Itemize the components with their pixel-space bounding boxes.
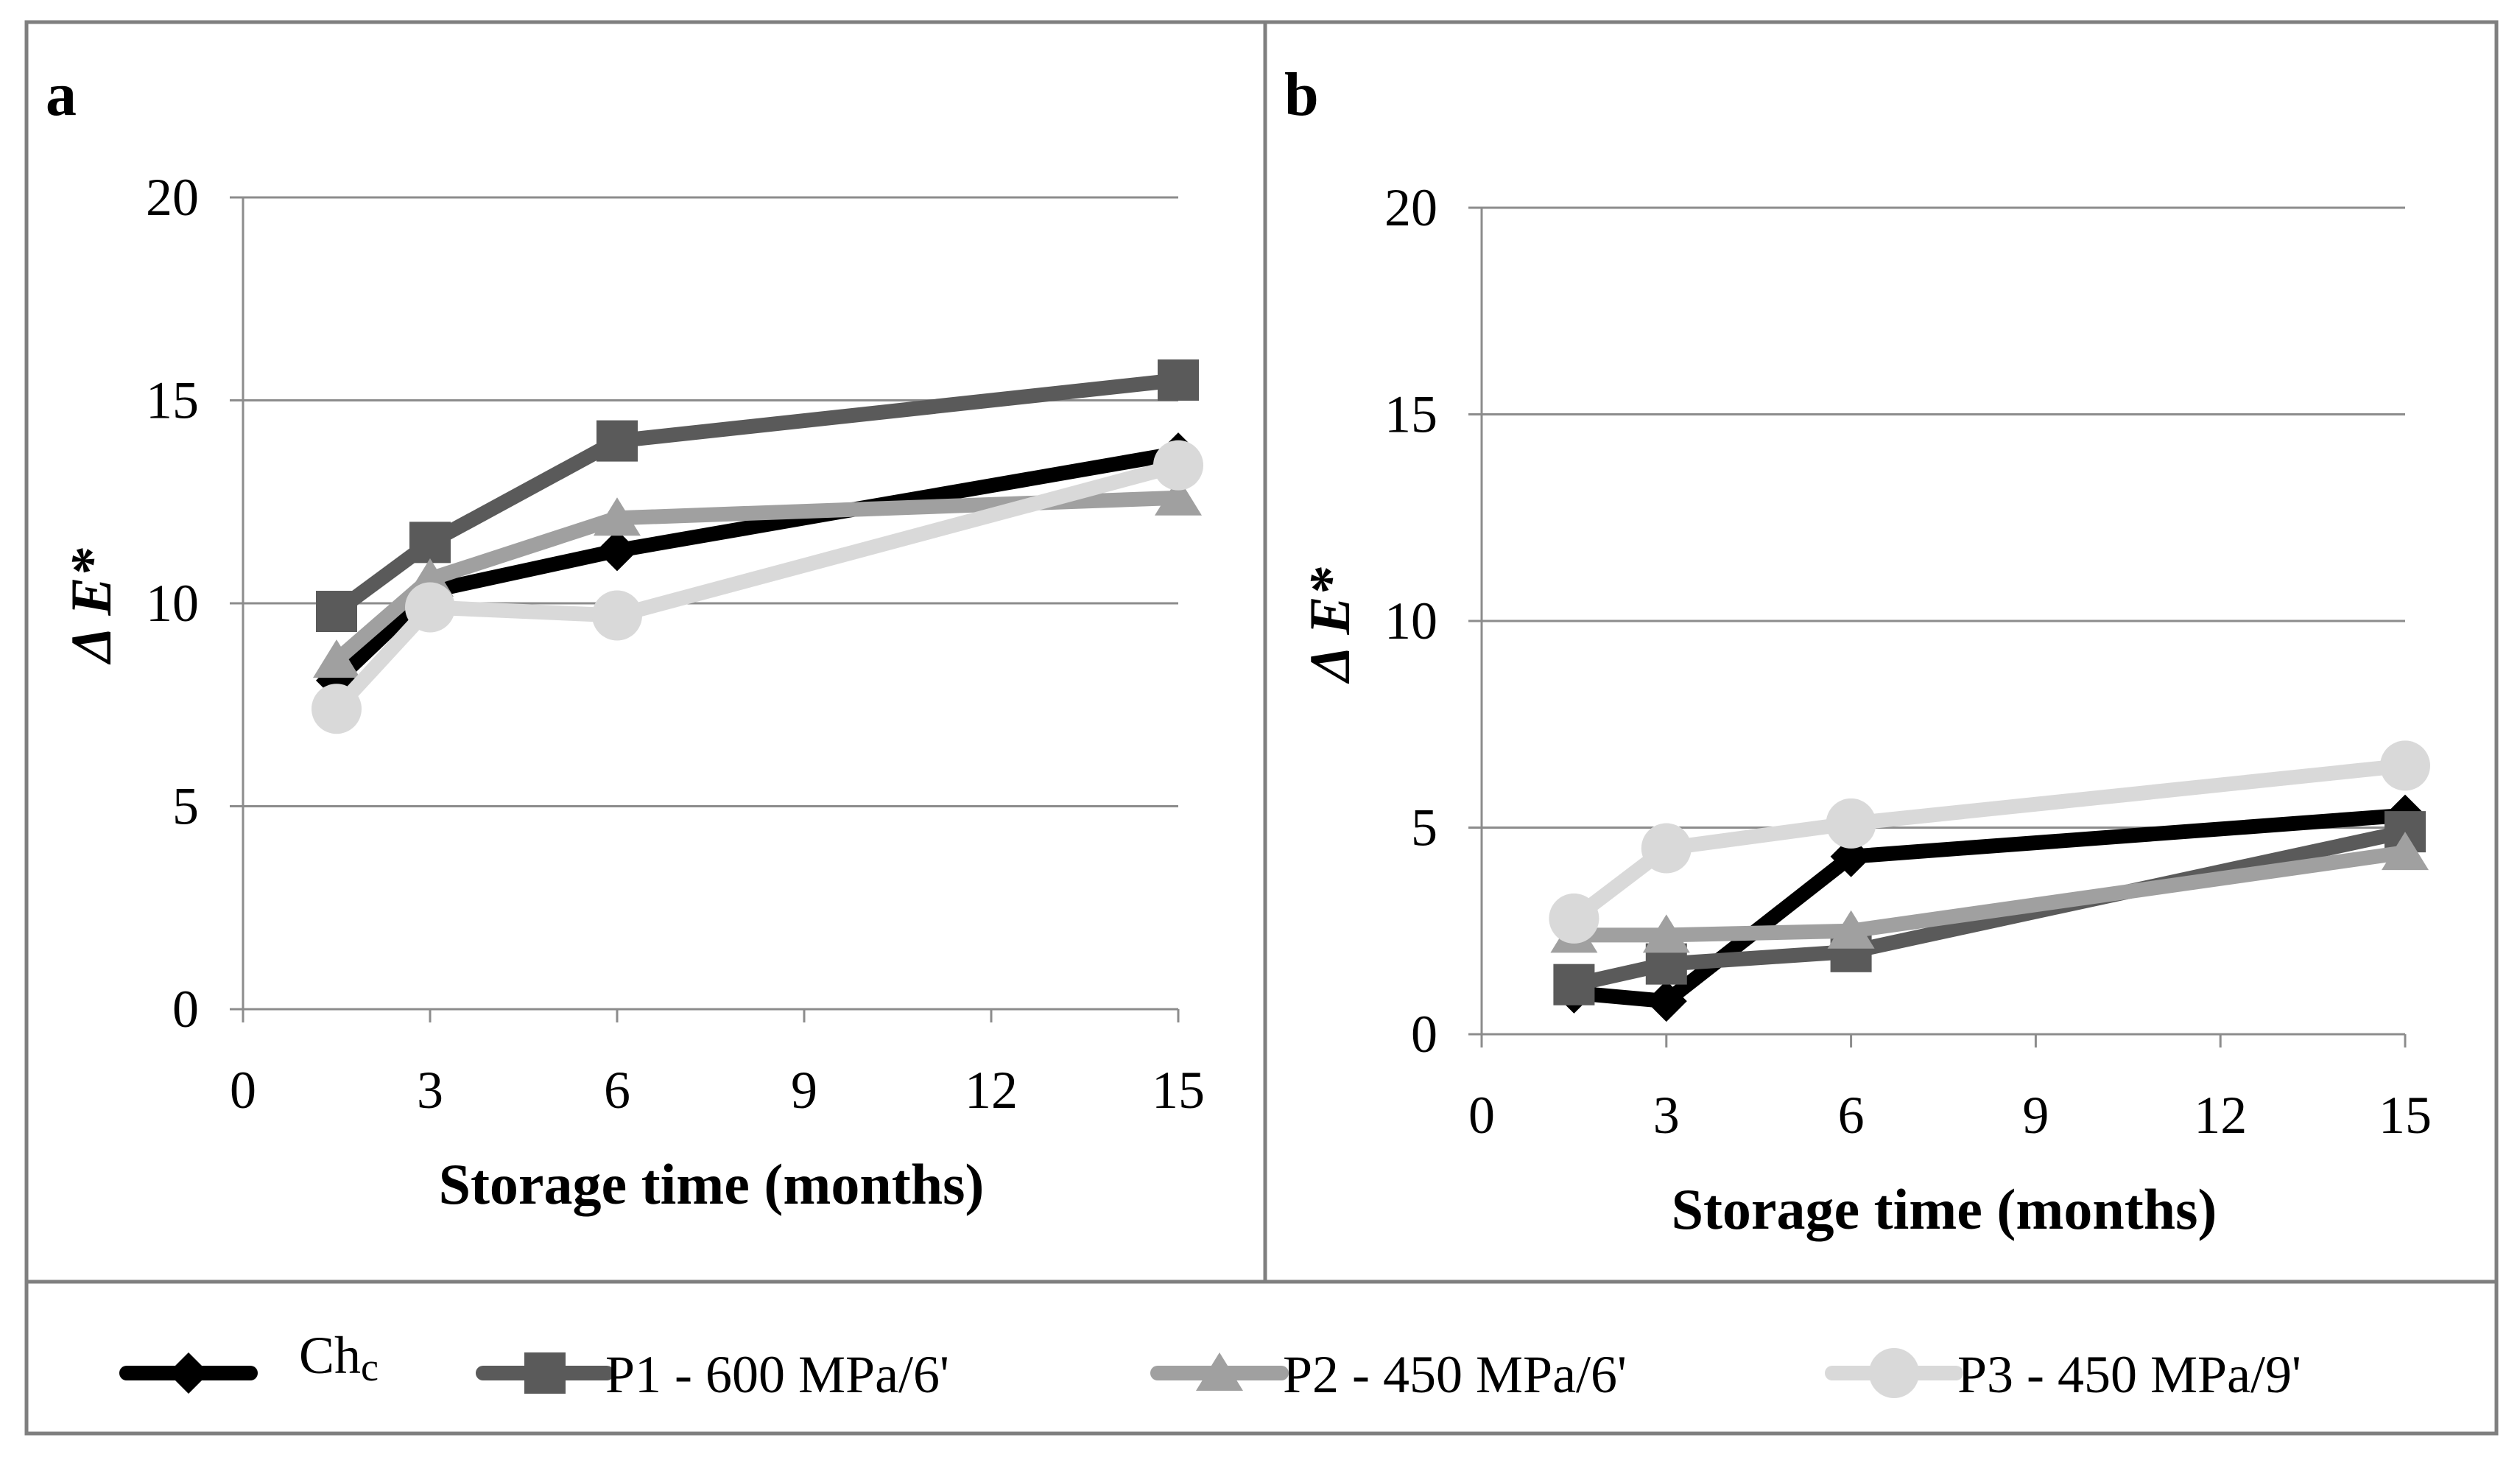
panel-b-y-tick-label-15: 15 (1384, 385, 1437, 444)
panel-b-x-tick-label-6: 6 (1838, 1086, 1865, 1145)
legend-label-p3: P3 - 450 MPa/9' (1957, 1345, 2301, 1404)
panel-a-point-p1-600-mpa-6-3 (1158, 359, 1199, 401)
legend-marker-p3-450-mpa-9 (1869, 1348, 1919, 1398)
panel-a-point-p2-450-mpa-6-2 (594, 497, 641, 536)
legend-entry-p1: P1 - 600 MPa/6' (476, 1345, 949, 1404)
legend-marker-chc (168, 1352, 209, 1394)
panel-a-y-tick-label-20: 20 (146, 168, 199, 227)
panel-b-point-chc-1 (1645, 980, 1687, 1022)
legend-entry-chc: Chc (119, 1326, 379, 1394)
panel-a-x-axis-title: Storage time (months) (439, 1152, 985, 1216)
legend-swatch-p3 (1825, 1348, 1963, 1398)
panel-b-series (1549, 740, 2430, 1022)
panel-b-y-axis-title: Δ E* (1298, 566, 1362, 684)
panel-a-series-p2-450-mpa-6 (313, 477, 1202, 678)
panel-b-axes (1468, 208, 2405, 1047)
panel-a-x-tick-label-3: 3 (417, 1061, 443, 1120)
panel-a-x-tick-label-9: 9 (791, 1061, 817, 1120)
panel-b-y-ticks: 0 5 10 15 20 (1384, 178, 1482, 1064)
legend-label-chc: Chc (299, 1326, 379, 1389)
panel-a-point-p2-450-mpa-6-0 (313, 639, 360, 678)
panel-b-x-tick-label-12: 12 (2194, 1086, 2247, 1145)
panel-b-x-axis-title: Storage time (months) (1672, 1177, 2217, 1241)
panel-b-point-p2-450-mpa-6-1 (1642, 914, 1690, 953)
panel-a-point-chc-2 (596, 530, 638, 572)
panel-b-y-tick-label-5: 5 (1411, 799, 1437, 857)
panel-b-point-p3-450-mpa-9-3 (2380, 740, 2430, 791)
panel-b-x-tick-label-15: 15 (2379, 1086, 2432, 1145)
panel-letter-a: a (46, 60, 77, 129)
panel-a: a 0 5 10 15 20 0 3 6 9 12 15 Storage time (months… (46, 60, 1205, 1216)
panel-a-x-tick-label-0: 0 (230, 1061, 256, 1120)
legend-label-chc-sub: c (361, 1345, 379, 1389)
panel-b-y-tick-label-10: 10 (1384, 592, 1437, 650)
panel-b-x-tick-label-9: 9 (2022, 1086, 2049, 1145)
panel-b-line-p2-450-mpa-6 (1566, 845, 2412, 943)
panel-a-y-tick-label-5: 5 (172, 777, 199, 836)
panel-b-point-p2-450-mpa-6-3 (2382, 832, 2429, 871)
panel-b-line-p3-450-mpa-9 (1566, 758, 2412, 926)
panel-a-y-tick-label-10: 10 (146, 574, 199, 633)
panel-a-point-p1-600-mpa-6-0 (316, 591, 357, 633)
legend-marker-p1-600-mpa-6 (524, 1352, 566, 1394)
panel-a-line-p3-450-mpa-9 (329, 457, 1186, 717)
panel-b-series-p3-450-mpa-9 (1549, 740, 2430, 944)
panel-b: b 0 5 10 15 20 0 3 6 9 12 15 Storage time (months… (1284, 60, 2432, 1241)
panel-a-point-p2-450-mpa-6-3 (1155, 477, 1202, 516)
legend-swatch-chc (119, 1352, 258, 1394)
panel-b-y-tick-label-0: 0 (1411, 1005, 1437, 1064)
legend-marker-p2-450-mpa-6 (1196, 1352, 1243, 1391)
panel-a-y-axis-title: Δ E* (59, 547, 123, 664)
panel-a-point-p3-450-mpa-9-3 (1153, 440, 1203, 491)
legend-entry-p2: P2 - 450 MPa/6' (1150, 1345, 1627, 1404)
panel-a-line-p1-600-mpa-6 (329, 372, 1186, 620)
panel-b-point-p3-450-mpa-9-2 (1826, 798, 1876, 849)
panel-a-series (312, 359, 1203, 734)
panel-b-x-tick-label-3: 3 (1653, 1086, 1680, 1145)
panel-a-x-tick-label-15: 15 (1152, 1061, 1205, 1120)
legend-swatch-p2 (1150, 1352, 1289, 1391)
legend: Chc P1 - 600 MPa/6' P2 - 450 MPa/6' P3 -… (119, 1326, 2301, 1404)
panel-a-axes (230, 197, 1178, 1022)
panel-a-point-p1-600-mpa-6-1 (409, 522, 451, 564)
panel-b-x-ticks: 0 3 6 9 12 15 (1468, 1034, 2432, 1145)
panel-b-y-tick-label-20: 20 (1384, 178, 1437, 237)
panel-a-series-p1-600-mpa-6 (316, 359, 1199, 633)
panel-b-series-p2-450-mpa-6 (1550, 832, 2429, 953)
panel-a-point-p3-450-mpa-9-2 (592, 590, 642, 641)
panel-b-gridlines (1482, 206, 2405, 829)
panel-a-x-tick-label-6: 6 (604, 1061, 630, 1120)
panel-a-line-p2-450-mpa-6 (329, 490, 1186, 668)
panel-b-point-p3-450-mpa-9-1 (1641, 823, 1692, 874)
panel-b-point-p2-450-mpa-6-2 (1827, 910, 1875, 949)
panel-letter-b: b (1284, 60, 1319, 129)
panel-a-y-tick-label-15: 15 (146, 371, 199, 430)
panel-a-y-tick-label-0: 0 (172, 980, 199, 1039)
panel-b-x-tick-label-0: 0 (1468, 1086, 1495, 1145)
legend-entry-p3: P3 - 450 MPa/9' (1825, 1345, 2301, 1404)
panel-a-point-p3-450-mpa-9-0 (312, 684, 362, 734)
panel-a-x-tick-label-12: 12 (965, 1061, 1018, 1120)
panel-b-point-p3-450-mpa-9-0 (1549, 893, 1599, 944)
panel-a-series-p3-450-mpa-9 (312, 440, 1203, 734)
panel-b-point-p1-600-mpa-6-0 (1553, 964, 1595, 1005)
figure-frame (24, 20, 2499, 1436)
panel-a-x-ticks: 0 3 6 9 12 15 (230, 1009, 1205, 1120)
panel-a-point-p3-450-mpa-9-1 (405, 582, 455, 633)
legend-label-p2: P2 - 450 MPa/6' (1283, 1345, 1627, 1404)
panel-a-y-ticks: 0 5 10 15 20 (146, 168, 243, 1039)
legend-label-chc-main: Ch (299, 1326, 361, 1385)
panel-a-point-p1-600-mpa-6-2 (596, 420, 638, 462)
legend-label-p1: P1 - 600 MPa/6' (605, 1345, 949, 1404)
legend-swatch-p1 (476, 1352, 614, 1394)
